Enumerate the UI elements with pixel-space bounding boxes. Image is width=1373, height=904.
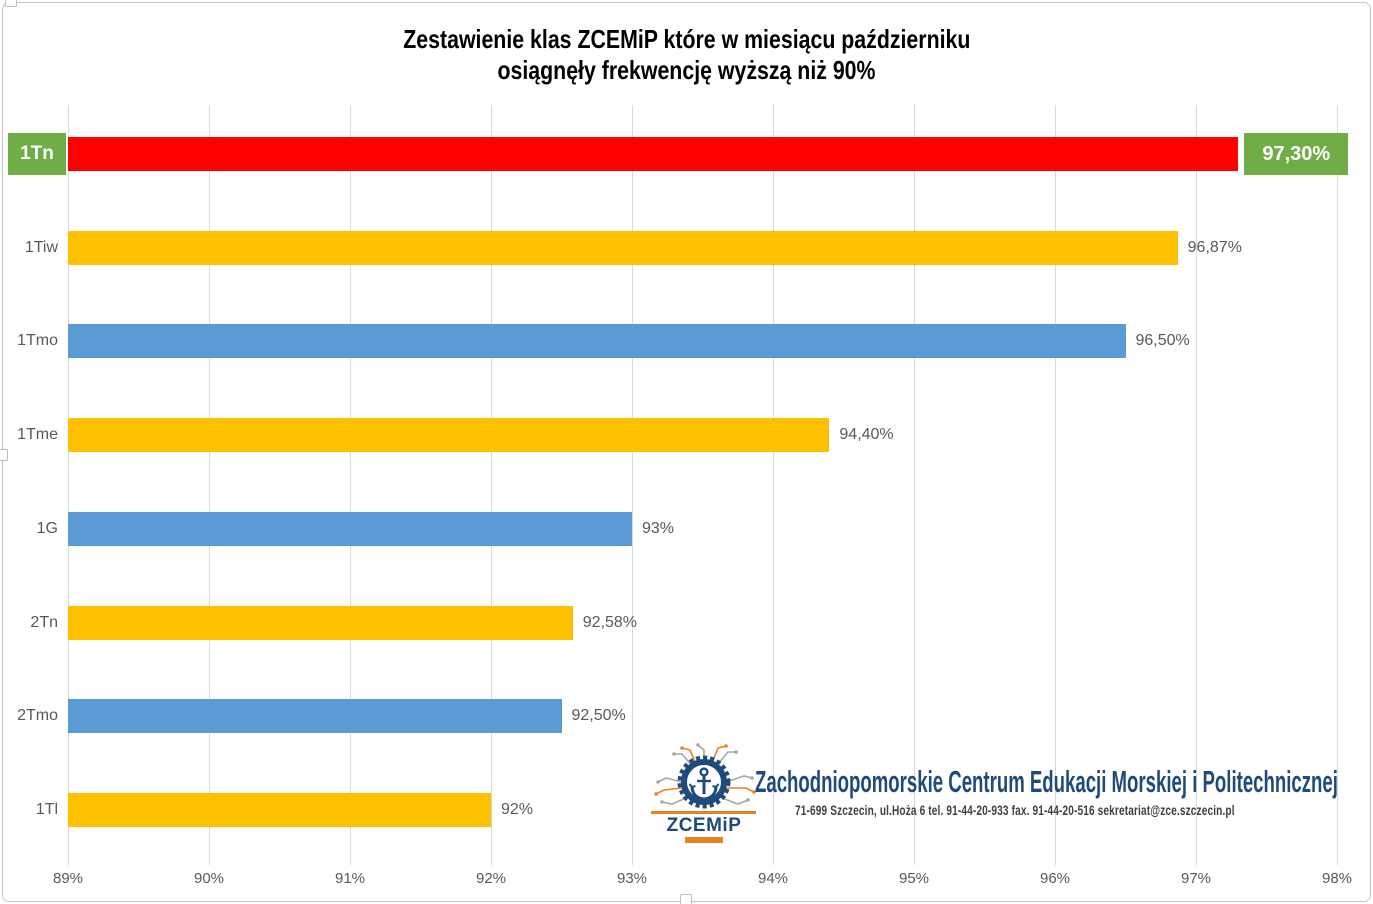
- bar-2Tn[interactable]: [68, 605, 573, 640]
- gridline: [914, 105, 915, 865]
- bar-value-label: 96,87%: [1187, 238, 1242, 256]
- organization-name: Zachodniopomorskie Centrum Edukacji Mors…: [755, 764, 1338, 799]
- gridline: [68, 105, 69, 865]
- gridline: [491, 105, 492, 865]
- gear-teeth: [677, 755, 731, 809]
- bar-value-label: 92,50%: [571, 707, 626, 725]
- bar-1Tl[interactable]: [68, 792, 491, 827]
- gridline: [1196, 105, 1197, 865]
- anchor-icon: [688, 767, 720, 801]
- gridline: [1055, 105, 1056, 865]
- x-axis-tick-label: 95%: [898, 870, 930, 887]
- x-axis-tick-label: 94%: [757, 870, 789, 887]
- bar-value-label: 92%: [501, 800, 534, 818]
- x-axis-tick-label: 91%: [334, 870, 366, 887]
- category-label: 1Tmo: [17, 332, 58, 350]
- highlight-category-badge: 1Tn: [8, 133, 66, 175]
- category-label: 1Tme: [17, 426, 58, 444]
- resize-handle-bottom-middle[interactable]: [680, 894, 692, 904]
- category-label: 2Tn: [30, 613, 58, 631]
- category-label: 1G: [36, 519, 58, 537]
- gridline: [632, 105, 633, 865]
- x-axis-tick-label: 92%: [475, 870, 507, 887]
- x-axis-tick-label: 93%: [616, 870, 648, 887]
- gridline: [209, 105, 210, 865]
- logo-orange-rule: [651, 811, 756, 814]
- x-axis-tick-label: 96%: [1039, 870, 1071, 887]
- gridline: [1337, 105, 1338, 865]
- bar-2Tmo[interactable]: [68, 699, 562, 734]
- category-label: 1Tl: [35, 800, 58, 818]
- x-axis-tick-label: 98%: [1321, 870, 1353, 887]
- organization-address: 71-699 Szczecin, ul.Hoża 6 tel. 91-44-20…: [795, 802, 1235, 818]
- bar-value-label: 96,50%: [1135, 332, 1190, 350]
- circuit-nodes-orange: [654, 744, 756, 796]
- circuit-traces-gray: [657, 744, 753, 805]
- bar-1Tiw[interactable]: [68, 230, 1178, 265]
- school-logo-block: ZCEMiP Zachodniopomorskie Centrum Edukac…: [645, 740, 1345, 860]
- bar-1Tme[interactable]: [68, 418, 830, 453]
- bar-1Tmo[interactable]: [68, 324, 1126, 359]
- zcemip-anchor-logo-icon: [654, 743, 756, 809]
- category-label: 1Tiw: [24, 238, 58, 256]
- x-axis-tick-label: 97%: [1180, 870, 1212, 887]
- chart-title-line2: osiągnęły frekwencję wyższą niż 90%: [0, 55, 1373, 85]
- x-axis-tick-label: 90%: [193, 870, 225, 887]
- gridline: [773, 105, 774, 865]
- resize-handle-left-middle[interactable]: [0, 449, 8, 461]
- bar-value-label: 93%: [642, 519, 675, 537]
- highlight-value-badge: 97,30%: [1244, 133, 1349, 175]
- logo-wordmark: ZCEMiP: [666, 815, 742, 836]
- bar-1Tn[interactable]: [68, 137, 1239, 171]
- x-axis-tick-label: 89%: [52, 870, 84, 887]
- chart-title-text: Zestawienie klas ZCEMiP które w miesiącu…: [402, 24, 971, 54]
- chart-title-text: osiągnęły frekwencję wyższą niż 90%: [497, 55, 876, 85]
- category-label: 2Tmo: [17, 707, 58, 725]
- chart-title-line1: Zestawienie klas ZCEMiP które w miesiącu…: [0, 24, 1373, 54]
- resize-handle-top-left[interactable]: [5, 0, 17, 7]
- logo-orange-tag: [685, 837, 723, 843]
- bar-value-label: 94,40%: [839, 426, 894, 444]
- bar-1G[interactable]: [68, 511, 632, 546]
- gridline: [350, 105, 351, 865]
- circuit-nodes: [656, 743, 754, 804]
- bar-value-label: 92,58%: [582, 613, 638, 631]
